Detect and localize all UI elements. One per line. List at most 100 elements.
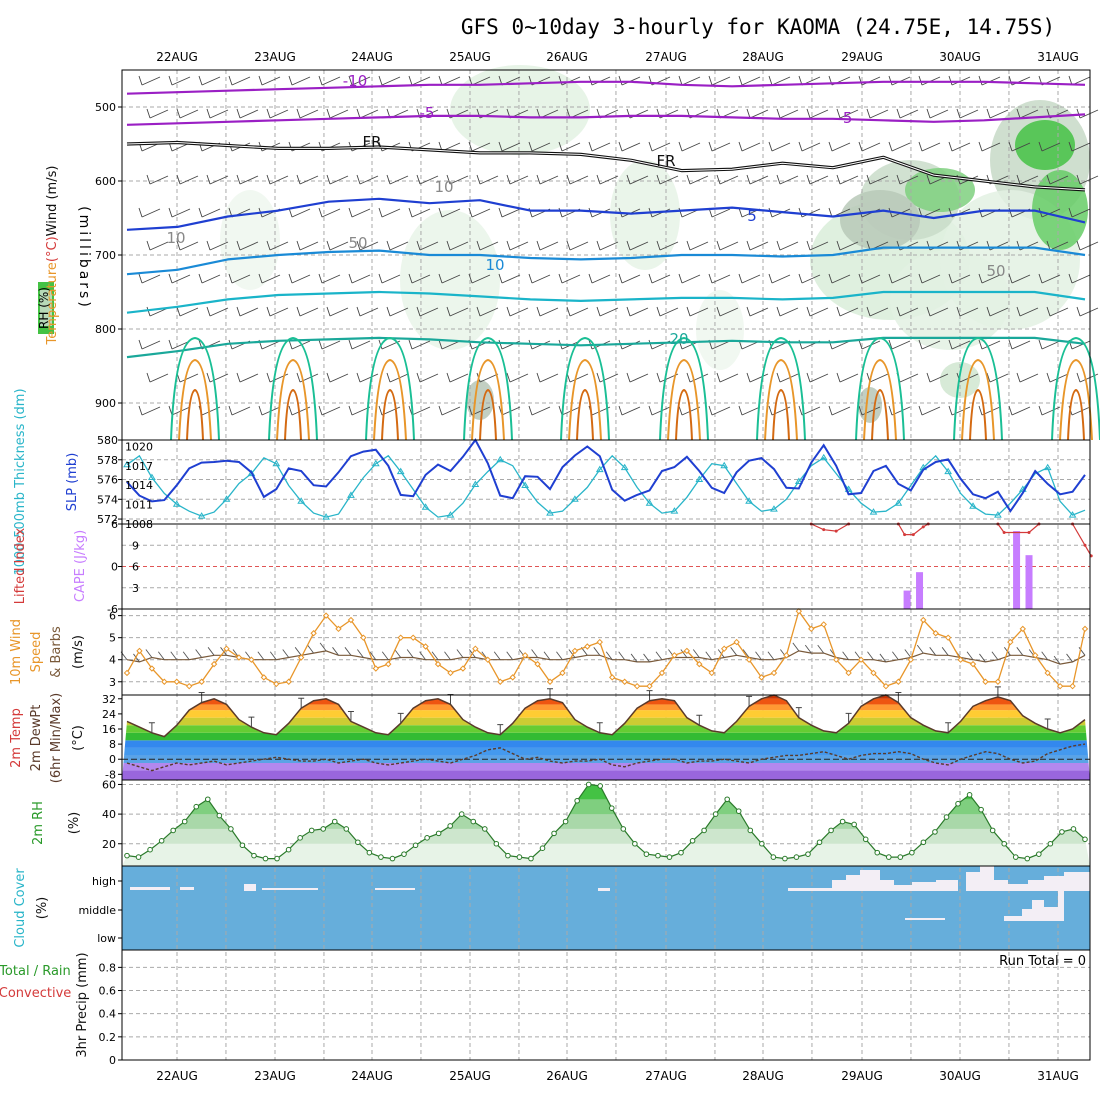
wind-barb (991, 651, 999, 660)
rh-point (816, 839, 823, 846)
rh-shading (840, 190, 920, 250)
wind-barb (198, 75, 221, 86)
wind-barb (626, 372, 649, 383)
wind-barb (879, 653, 887, 663)
y-tick-label: 700 (95, 249, 116, 262)
wind-barb (738, 141, 761, 152)
wind-barb (176, 240, 199, 251)
isotherm-lobe (863, 358, 897, 441)
rh-point (181, 818, 188, 825)
rh-point (135, 854, 142, 860)
wind-barb (236, 108, 259, 119)
rh-point (1082, 836, 1088, 843)
cloud-patch (244, 884, 256, 891)
rh-point (943, 814, 950, 820)
wind-barb (296, 174, 319, 185)
cloud-patch (994, 880, 1008, 891)
wind-barb (356, 306, 379, 317)
panel-frame-precip (121, 949, 1091, 1061)
wind-barb (536, 306, 559, 317)
y-tick-label: 24 (102, 708, 116, 721)
precip-legend-part: / (30, 964, 43, 979)
wind-speed-point (459, 665, 467, 672)
wind-barb (948, 141, 971, 152)
wind-barb (1016, 647, 1024, 656)
isotherm-lobe (576, 388, 594, 441)
wind-barb (978, 405, 1001, 416)
thickness-point (595, 465, 604, 473)
wind-barb (296, 240, 319, 251)
wind-barb (605, 651, 613, 660)
cloud-patch (980, 866, 994, 891)
wind-barb (258, 273, 281, 284)
rh-point (204, 796, 211, 803)
wind-speed-point (1044, 669, 1051, 677)
panel-frames (118, 69, 1091, 1061)
cloud-patch (860, 870, 880, 891)
wind-barb (1066, 653, 1073, 663)
wind-barb (386, 174, 409, 185)
rh-point (435, 830, 442, 837)
isotherm-line (126, 113, 1086, 126)
wind-barb (828, 405, 851, 416)
cape-ylabel-part: CAPE (J/kg) (73, 530, 88, 602)
wind-barb (319, 642, 327, 652)
wind-ylabel-c-part: & Barbs (49, 626, 64, 678)
wind-barb (498, 141, 521, 152)
wind-barb (626, 240, 649, 251)
wind-speed-point (1056, 682, 1064, 690)
wind-speed-point (857, 656, 865, 663)
wind-barb (294, 647, 302, 656)
wind-barb (476, 306, 499, 317)
wind-barb (506, 651, 514, 660)
contour-label: 50 (986, 262, 1005, 280)
wind-ylabel-b-part: Speed (29, 632, 44, 673)
temp-ylabel-a: 2m Temp (9, 708, 24, 768)
wind-speed-point (1032, 652, 1039, 659)
wind-barb (468, 75, 491, 86)
wind-barb (438, 75, 461, 86)
thickness-point (944, 467, 953, 475)
rh-point (770, 854, 777, 860)
cloud-patch (1064, 872, 1090, 891)
temp-ylabel-a-part: 2m Temp (9, 708, 24, 768)
wind-barb (686, 306, 709, 317)
wind-speed-point (248, 656, 255, 663)
wind-speed-point (273, 680, 280, 688)
y-tick-label: 60 (102, 778, 116, 791)
wind-barb (686, 240, 709, 251)
rh-point (712, 811, 719, 817)
li-point (911, 533, 915, 537)
chart-title: GFS 0~10day 3-hourly for KAOMA (24.75E, … (461, 15, 1055, 39)
wind-barb (1038, 339, 1061, 350)
wind-barb (138, 339, 161, 350)
wind-barb (133, 653, 140, 663)
temp-band (122, 698, 1090, 705)
wind-barb (1038, 405, 1061, 416)
wind-barb (528, 405, 551, 416)
wind-barb (468, 405, 491, 416)
wind-barb (1053, 655, 1061, 665)
wind-barb (468, 141, 491, 152)
cloud-patch (1028, 880, 1044, 891)
wind-barb (416, 174, 439, 185)
cape-bar (903, 590, 911, 609)
contour-label: FR (656, 152, 675, 170)
wind-barb (792, 642, 800, 652)
wind-barb (798, 207, 821, 218)
rh-point (759, 840, 765, 847)
wind-barb (381, 651, 389, 660)
thickness-point (322, 513, 330, 520)
wind-barb (531, 649, 538, 658)
wind-barb (836, 306, 859, 317)
wind-barb (446, 174, 469, 185)
rh-point (193, 803, 200, 810)
wind-barb (318, 273, 341, 284)
wind-ylabel-d-part: (m/s) (71, 635, 86, 669)
rh-point (216, 812, 223, 819)
wind-speed-point (571, 647, 579, 655)
wind-barb (1076, 240, 1099, 251)
wind-ylabel-b: Speed (29, 632, 44, 673)
rh-point (839, 818, 846, 825)
rh-point (274, 855, 280, 862)
